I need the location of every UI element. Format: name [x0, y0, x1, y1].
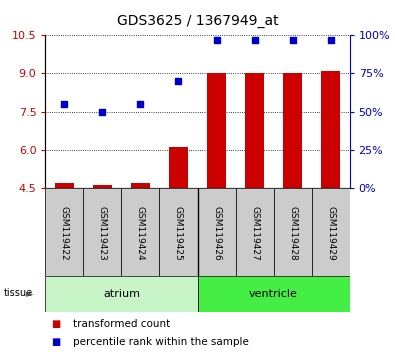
Bar	[83, 188, 122, 276]
Text: GSM119422: GSM119422	[60, 206, 69, 261]
Bar	[160, 188, 198, 276]
Bar	[55, 183, 74, 188]
Point	[213, 37, 220, 43]
Bar	[235, 188, 274, 276]
Bar	[169, 147, 188, 188]
Point	[251, 37, 258, 43]
Point	[99, 109, 105, 114]
Bar	[198, 276, 350, 312]
Bar	[312, 188, 350, 276]
Text: ventricle: ventricle	[249, 289, 298, 299]
Bar	[207, 74, 226, 188]
Text: percentile rank within the sample: percentile rank within the sample	[73, 337, 249, 347]
Text: tissue: tissue	[4, 288, 33, 298]
Point	[327, 37, 334, 43]
Text: GDS3625 / 1367949_at: GDS3625 / 1367949_at	[117, 14, 278, 28]
Point	[175, 78, 182, 84]
Bar	[122, 188, 160, 276]
Point	[61, 101, 68, 107]
Text: atrium: atrium	[103, 289, 140, 299]
Bar	[321, 71, 340, 188]
Text: ►: ►	[26, 288, 33, 298]
Bar	[245, 74, 264, 188]
Text: GSM119426: GSM119426	[212, 206, 221, 261]
Point	[290, 37, 296, 43]
Text: GSM119428: GSM119428	[288, 206, 297, 261]
Bar	[273, 188, 312, 276]
Bar	[45, 188, 83, 276]
Text: GSM119427: GSM119427	[250, 206, 259, 261]
Bar	[283, 74, 302, 188]
Text: ■: ■	[51, 337, 60, 347]
Point	[137, 101, 144, 107]
Text: GSM119423: GSM119423	[98, 206, 107, 261]
Bar	[93, 185, 112, 188]
Text: GSM119429: GSM119429	[326, 206, 335, 261]
Text: GSM119425: GSM119425	[174, 206, 183, 261]
Text: transformed count: transformed count	[73, 319, 170, 329]
Bar	[131, 183, 150, 188]
Text: GSM119424: GSM119424	[136, 206, 145, 261]
Bar	[198, 188, 235, 276]
Text: ■: ■	[51, 319, 60, 329]
Bar	[45, 276, 198, 312]
